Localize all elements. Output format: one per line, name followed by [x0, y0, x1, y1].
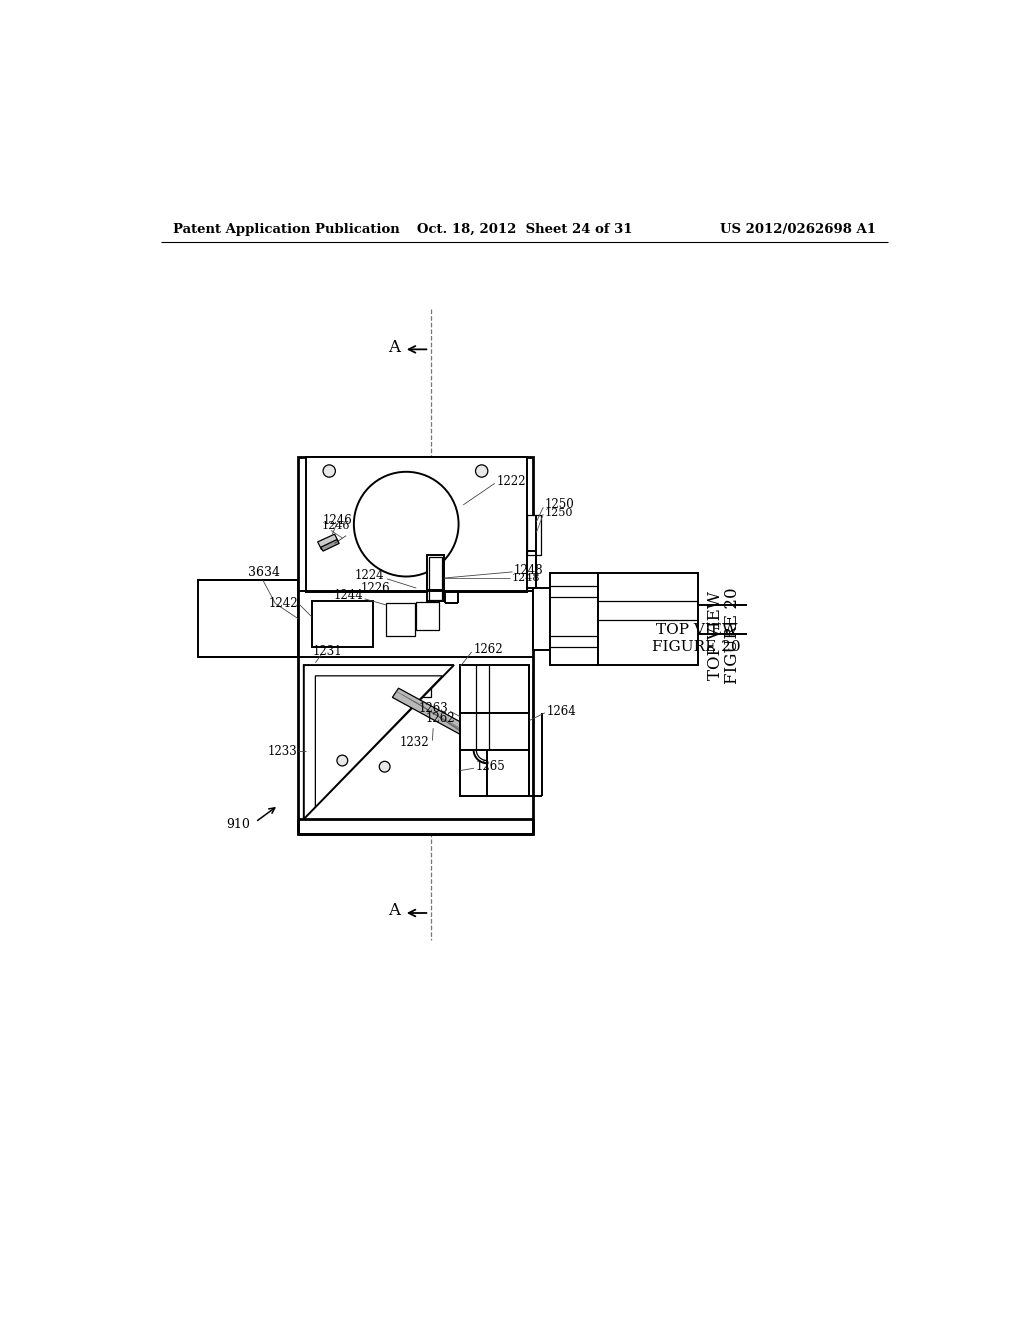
Bar: [550, 573, 598, 665]
Text: 1262: 1262: [426, 713, 456, 726]
Text: 1248: 1248: [512, 573, 541, 583]
Polygon shape: [392, 688, 483, 743]
Text: TOP VIEW: TOP VIEW: [655, 623, 737, 636]
Text: 1224: 1224: [355, 569, 385, 582]
Circle shape: [337, 755, 348, 766]
Bar: [199, 581, 298, 657]
Bar: [298, 457, 534, 834]
Text: Oct. 18, 2012  Sheet 24 of 31: Oct. 18, 2012 Sheet 24 of 31: [417, 223, 633, 236]
Text: 1233: 1233: [267, 744, 297, 758]
Text: 1250: 1250: [545, 499, 574, 511]
Text: 910: 910: [226, 818, 250, 832]
Bar: [460, 713, 529, 750]
Text: 3634: 3634: [248, 566, 280, 579]
Bar: [429, 557, 442, 599]
Text: 1226: 1226: [360, 582, 390, 594]
Bar: [416, 602, 439, 630]
Text: US 2012/0262698 A1: US 2012/0262698 A1: [720, 223, 876, 236]
Bar: [598, 573, 698, 665]
Bar: [460, 750, 487, 796]
Bar: [527, 515, 541, 554]
Bar: [460, 665, 529, 713]
Text: 1242: 1242: [268, 597, 298, 610]
Polygon shape: [315, 676, 442, 807]
Bar: [427, 554, 444, 601]
Text: 1248: 1248: [514, 564, 544, 577]
Circle shape: [475, 465, 487, 478]
Text: A: A: [388, 338, 400, 355]
Text: 1244: 1244: [334, 589, 364, 602]
Bar: [386, 603, 416, 636]
Circle shape: [379, 762, 390, 772]
Text: 1250: 1250: [545, 508, 573, 517]
Text: 1264: 1264: [547, 705, 577, 718]
Text: 1246: 1246: [323, 513, 353, 527]
Bar: [487, 750, 529, 796]
Text: 1263: 1263: [419, 702, 449, 715]
Circle shape: [366, 692, 376, 702]
Text: 1246: 1246: [322, 521, 350, 532]
Text: 1232: 1232: [399, 735, 429, 748]
Text: 1265: 1265: [475, 760, 505, 774]
Bar: [311, 667, 431, 697]
Circle shape: [354, 471, 459, 577]
Text: 1222: 1222: [497, 475, 525, 488]
Text: 1231: 1231: [313, 644, 343, 657]
Polygon shape: [321, 540, 339, 552]
Circle shape: [323, 465, 336, 478]
Polygon shape: [304, 665, 454, 818]
Bar: [311, 601, 373, 647]
Text: FIGURE 20: FIGURE 20: [724, 587, 741, 684]
Bar: [527, 552, 537, 589]
Text: TOP VIEW: TOP VIEW: [708, 591, 724, 680]
Text: Patent Application Publication: Patent Application Publication: [173, 223, 399, 236]
Text: FIGURE 20: FIGURE 20: [652, 640, 740, 655]
Text: A: A: [388, 902, 400, 919]
Text: 1262: 1262: [473, 643, 503, 656]
Bar: [534, 589, 550, 649]
Bar: [306, 457, 527, 591]
Polygon shape: [317, 535, 339, 549]
